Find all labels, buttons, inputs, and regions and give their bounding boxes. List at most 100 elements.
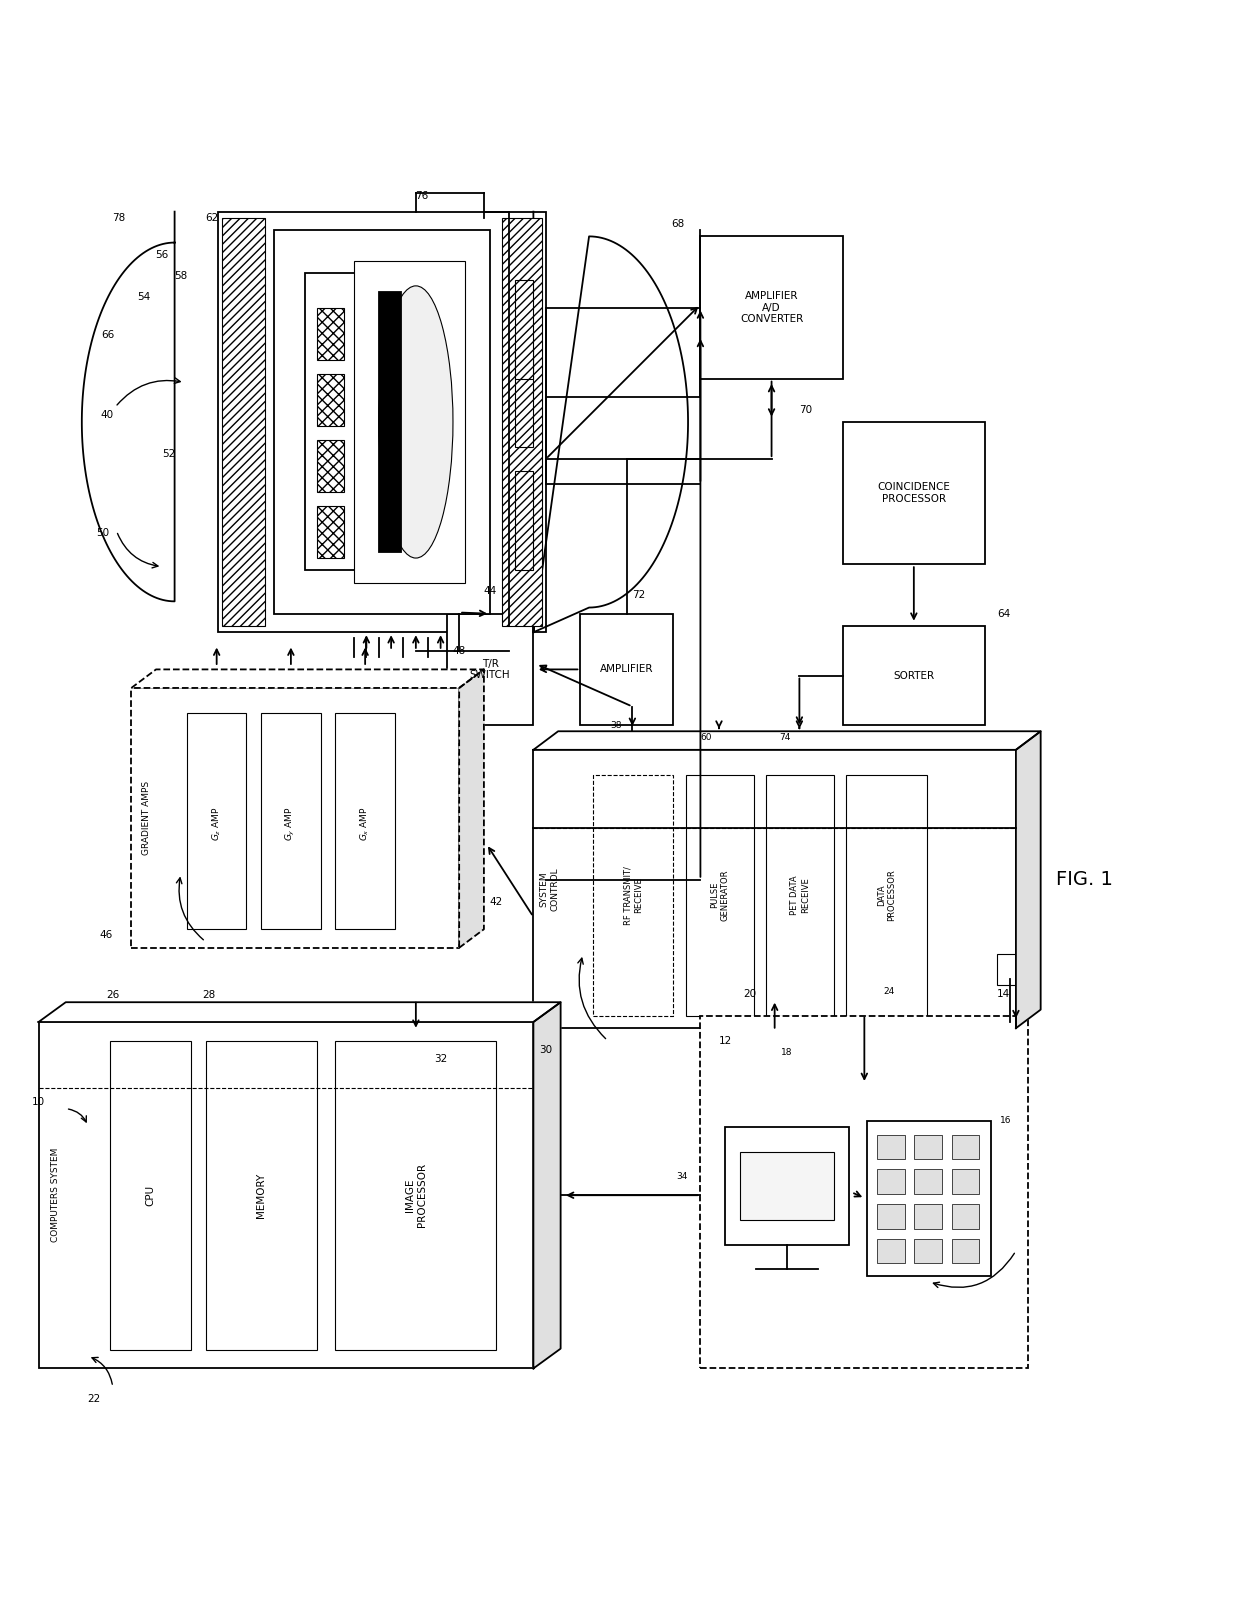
Bar <box>502 217 542 627</box>
Text: 58: 58 <box>174 271 187 280</box>
Text: 56: 56 <box>155 250 169 259</box>
Polygon shape <box>533 1002 560 1368</box>
Bar <box>878 1134 904 1160</box>
Bar <box>305 274 459 570</box>
Bar <box>686 775 754 1017</box>
Bar <box>843 627 985 725</box>
Bar <box>740 1152 835 1220</box>
Text: 40: 40 <box>100 409 113 419</box>
Bar <box>218 211 546 632</box>
Bar <box>533 749 1016 1028</box>
Polygon shape <box>459 670 484 947</box>
Text: 48: 48 <box>453 646 466 656</box>
Bar <box>317 308 343 361</box>
Bar <box>353 261 465 583</box>
Bar <box>336 1041 496 1350</box>
Text: 12: 12 <box>718 1036 732 1046</box>
Text: 60: 60 <box>701 733 712 743</box>
Bar <box>317 374 343 425</box>
Text: 70: 70 <box>799 404 812 414</box>
Text: 16: 16 <box>1001 1116 1012 1126</box>
Polygon shape <box>533 211 688 632</box>
Text: T/R
SWITCH: T/R SWITCH <box>470 659 511 680</box>
Text: 68: 68 <box>672 219 684 229</box>
Bar <box>38 1021 533 1368</box>
Text: COINCIDENCE
PROCESSOR: COINCIDENCE PROCESSOR <box>878 482 950 504</box>
Bar <box>222 217 265 627</box>
Text: FIG. 1: FIG. 1 <box>1055 870 1112 889</box>
Text: 44: 44 <box>484 586 497 596</box>
Text: AMPLIFIER: AMPLIFIER <box>600 664 653 675</box>
Bar <box>515 280 533 379</box>
Text: 78: 78 <box>113 213 125 222</box>
Bar <box>580 614 673 725</box>
Bar <box>951 1203 978 1229</box>
Bar <box>951 1170 978 1194</box>
Polygon shape <box>1016 731 1040 1028</box>
Bar <box>878 1170 904 1194</box>
Bar <box>336 712 394 930</box>
Polygon shape <box>82 211 268 632</box>
Text: 14: 14 <box>997 989 1011 999</box>
Text: $G_z$ AMP: $G_z$ AMP <box>211 807 223 841</box>
Bar <box>274 230 490 614</box>
Text: 38: 38 <box>610 720 622 730</box>
Text: 10: 10 <box>32 1097 45 1107</box>
Bar <box>378 292 401 553</box>
Bar <box>262 712 321 930</box>
Polygon shape <box>38 1002 560 1021</box>
Bar <box>914 1203 941 1229</box>
Bar <box>110 1041 191 1350</box>
Polygon shape <box>533 731 1040 749</box>
Text: PET DATA
RECEIVE: PET DATA RECEIVE <box>790 875 810 915</box>
Text: 18: 18 <box>781 1049 792 1057</box>
Bar <box>914 1239 941 1263</box>
Text: SYSTEM
CONTROL: SYSTEM CONTROL <box>539 867 559 910</box>
Text: 62: 62 <box>205 213 218 222</box>
Text: 64: 64 <box>997 609 1011 619</box>
Text: DATA
PROCESSOR: DATA PROCESSOR <box>877 870 897 921</box>
Bar <box>317 440 343 491</box>
Text: 74: 74 <box>779 733 790 743</box>
Text: 50: 50 <box>97 528 109 538</box>
Text: 34: 34 <box>677 1173 688 1181</box>
Text: 42: 42 <box>490 897 503 907</box>
Text: 22: 22 <box>88 1395 100 1405</box>
Bar <box>131 688 459 947</box>
Text: 46: 46 <box>100 931 113 941</box>
Bar <box>206 1041 317 1350</box>
Bar <box>878 1239 904 1263</box>
Bar <box>997 954 1022 984</box>
Bar <box>446 614 533 725</box>
Text: 24: 24 <box>883 986 895 996</box>
Text: 20: 20 <box>743 989 756 999</box>
Text: $G_x$ AMP: $G_x$ AMP <box>358 807 372 841</box>
Bar <box>951 1134 978 1160</box>
Bar <box>701 237 843 379</box>
Text: 72: 72 <box>632 590 646 601</box>
Text: CPU: CPU <box>145 1184 155 1205</box>
Text: 54: 54 <box>138 292 150 301</box>
Text: SORTER: SORTER <box>893 670 935 680</box>
Bar <box>515 348 533 446</box>
Text: 32: 32 <box>434 1054 448 1065</box>
Text: 52: 52 <box>161 449 175 459</box>
Bar <box>317 506 343 557</box>
Bar <box>701 1017 1028 1368</box>
Bar <box>187 712 247 930</box>
Bar <box>847 775 926 1017</box>
Bar <box>515 472 533 570</box>
Bar <box>843 422 985 564</box>
Text: 28: 28 <box>202 989 216 1000</box>
Text: 26: 26 <box>107 989 119 1000</box>
Bar <box>593 775 673 1017</box>
Ellipse shape <box>378 285 453 557</box>
Text: PULSE
GENERATOR: PULSE GENERATOR <box>709 870 729 921</box>
Bar <box>878 1203 904 1229</box>
Text: GRADIENT AMPS: GRADIENT AMPS <box>141 781 150 855</box>
Bar <box>725 1128 849 1245</box>
Bar <box>914 1170 941 1194</box>
Text: IMAGE
PROCESSOR: IMAGE PROCESSOR <box>405 1163 427 1228</box>
Polygon shape <box>131 670 484 688</box>
Bar <box>766 775 835 1017</box>
